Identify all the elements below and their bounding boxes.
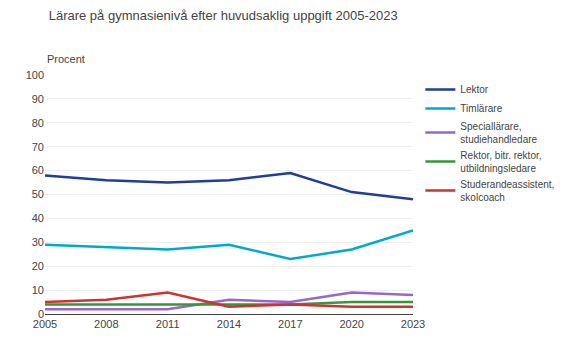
svg-text:20: 20 (32, 260, 44, 272)
svg-text:2005: 2005 (33, 318, 57, 330)
svg-text:2008: 2008 (94, 318, 118, 330)
svg-text:2017: 2017 (278, 318, 302, 330)
svg-text:2014: 2014 (217, 318, 241, 330)
svg-text:2011: 2011 (156, 318, 180, 330)
svg-text:Lektor: Lektor (460, 84, 488, 95)
svg-text:0: 0 (38, 308, 44, 320)
svg-text:50: 50 (32, 188, 44, 200)
svg-text:60: 60 (32, 164, 44, 176)
svg-text:Procent: Procent (47, 53, 85, 65)
svg-text:40: 40 (32, 212, 44, 224)
svg-text:90: 90 (32, 93, 44, 105)
svg-text:30: 30 (32, 236, 44, 248)
svg-text:80: 80 (32, 117, 44, 129)
svg-text:2020: 2020 (339, 318, 363, 330)
svg-text:Lärare på gymnasienivå efter h: Lärare på gymnasienivå efter huvudsaklig… (49, 8, 398, 23)
svg-text:Timlärare: Timlärare (460, 103, 502, 114)
svg-text:70: 70 (32, 141, 44, 153)
svg-text:10: 10 (32, 284, 44, 296)
svg-text:2023: 2023 (401, 318, 425, 330)
svg-text:Rektor, bitr. rektor,utbildnin: Rektor, bitr. rektor,utbildningsledare (460, 150, 541, 174)
svg-text:100: 100 (26, 69, 44, 81)
svg-text:Speciallärare,studiehandledare: Speciallärare,studiehandledare (460, 121, 537, 145)
svg-text:Studerandeassistent,skolcoach: Studerandeassistent,skolcoach (460, 179, 554, 203)
